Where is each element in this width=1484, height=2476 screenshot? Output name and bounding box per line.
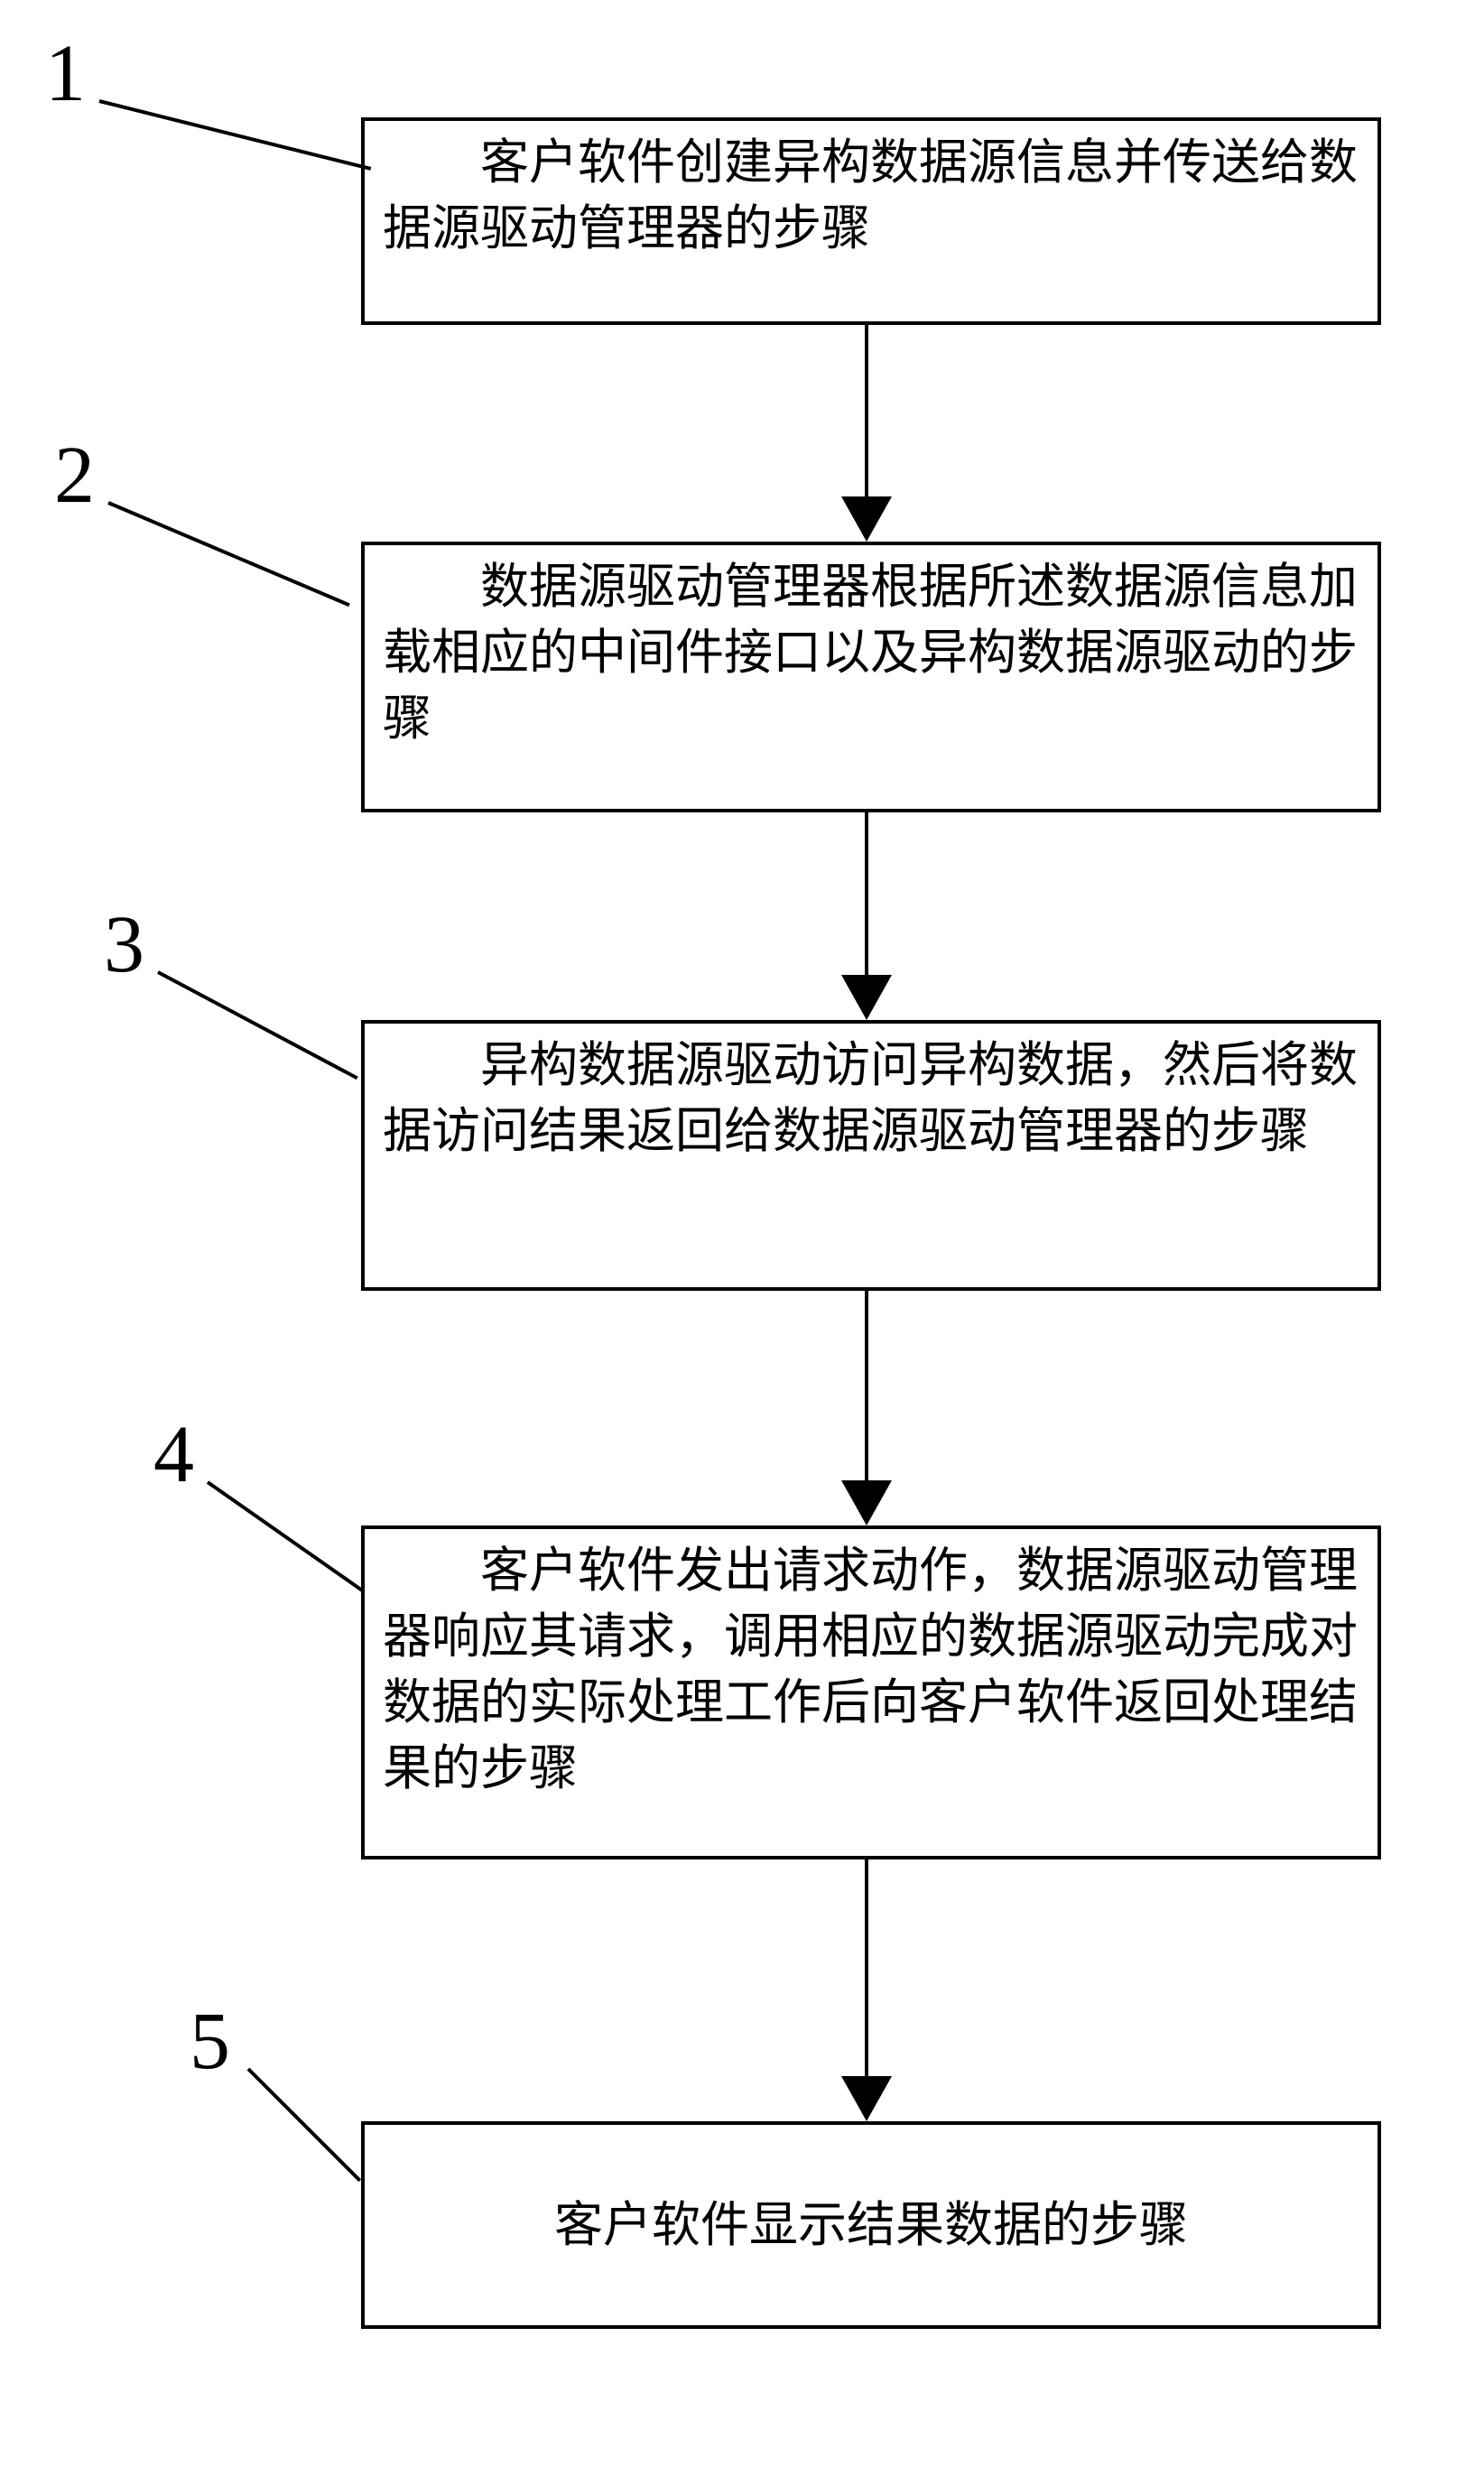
step-text: 客户软件显示结果数据的步骤 [383,2193,1359,2258]
step-number-2: 2 [54,429,95,522]
step-number-4: 4 [153,1408,194,1501]
step-text: 客户软件创建异构数据源信息并传送给数据源驱动管理器的步骤 [383,130,1359,262]
arrow-head-icon [841,1480,892,1525]
step-box-3: 异构数据源驱动访问异构数据，然后将数据访问结果返回给数据源驱动管理器的步骤 [361,1020,1381,1291]
arrow-head-icon [841,2076,892,2121]
leader-line [207,1480,364,1592]
flow-arrow [865,812,868,975]
step-text: 异构数据源驱动访问异构数据，然后将数据访问结果返回给数据源驱动管理器的步骤 [383,1033,1359,1164]
arrow-head-icon [841,496,892,542]
flow-arrow [865,1291,868,1480]
leader-line [107,501,350,607]
leader-line [157,970,358,1080]
step-box-1: 客户软件创建异构数据源信息并传送给数据源驱动管理器的步骤 [361,117,1381,325]
leader-line [247,2068,362,2183]
step-text: 数据源驱动管理器根据所述数据源信息加载相应的中间件接口以及异构数据源驱动的步骤 [383,554,1359,752]
step-box-4: 客户软件发出请求动作，数据源驱动管理器响应其请求，调用相应的数据源驱动完成对数据… [361,1525,1381,1859]
leader-line [99,99,372,171]
step-box-5: 客户软件显示结果数据的步骤 [361,2121,1381,2329]
step-number-3: 3 [104,898,144,991]
flowchart-canvas: 1 2 3 4 5 客户软件创建异构数据源信息并传送给数据源驱动管理器的步骤 数… [0,0,1484,2476]
step-number-1: 1 [45,27,86,120]
step-text: 客户软件发出请求动作，数据源驱动管理器响应其请求，调用相应的数据源驱动完成对数据… [383,1538,1359,1802]
flow-arrow [865,325,868,496]
step-number-5: 5 [190,1995,230,2088]
arrow-head-icon [841,975,892,1020]
flow-arrow [865,1859,868,2076]
step-box-2: 数据源驱动管理器根据所述数据源信息加载相应的中间件接口以及异构数据源驱动的步骤 [361,542,1381,812]
